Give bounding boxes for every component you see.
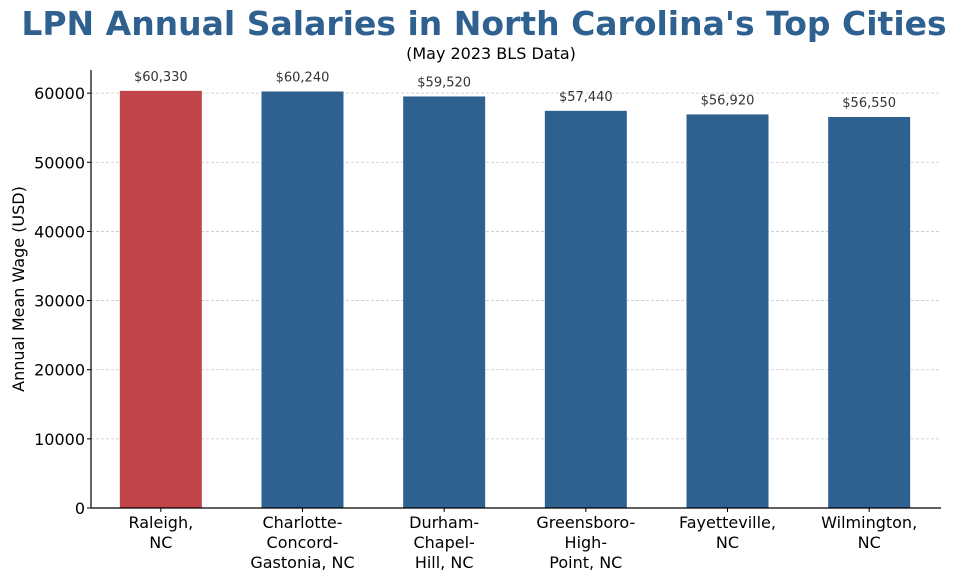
bar <box>544 110 627 508</box>
data-labels: $60,330 $60,240 $59,520 $57,440 $56,920 $56,5… <box>134 70 896 111</box>
data-label: $56,550 <box>842 96 896 111</box>
bar <box>403 96 486 509</box>
y-tick-labels: 0 10000 20000 30000 40000 50000 60000 <box>34 84 85 518</box>
data-label: $60,240 <box>276 70 330 85</box>
y-tick-label: 0 <box>75 499 85 518</box>
grid-lines <box>91 92 941 440</box>
bar <box>686 114 769 509</box>
bars <box>119 90 911 509</box>
y-tick-label: 10000 <box>34 430 85 449</box>
axes <box>87 70 941 512</box>
chart-subtitle: (May 2023 BLS Data) <box>406 44 576 63</box>
x-tick-label: Raleigh, NC <box>128 513 193 552</box>
y-tick-label: 40000 <box>34 222 85 241</box>
data-label: $59,520 <box>417 75 471 90</box>
y-tick-label: 50000 <box>34 153 85 172</box>
data-label: $56,920 <box>701 93 755 108</box>
x-tick-label: Fayetteville, NC <box>679 513 776 552</box>
x-tick-label: Durham-Chapel-Hill, NC <box>409 513 479 572</box>
bar <box>828 116 911 508</box>
data-label: $60,330 <box>134 70 188 85</box>
chart-title: LPN Annual Salaries in North Carolina's … <box>21 4 947 43</box>
x-tick-labels: Raleigh, NC Charlotte-Concord-Gastonia, NC… <box>128 513 917 572</box>
x-tick-label: Wilmington, NC <box>821 513 917 552</box>
y-tick-label: 30000 <box>34 292 85 311</box>
y-axis-label: Annual Mean Wage (USD) <box>9 186 28 392</box>
bar <box>119 90 202 508</box>
y-tick-label: 20000 <box>34 361 85 380</box>
y-tick-label: 60000 <box>34 84 85 103</box>
x-tick-label: Charlotte-Concord-Gastonia, NC <box>250 513 354 572</box>
data-label: $57,440 <box>559 90 613 105</box>
bar <box>261 91 344 508</box>
x-tick-label: Greensboro-High-Point, NC <box>536 513 635 572</box>
